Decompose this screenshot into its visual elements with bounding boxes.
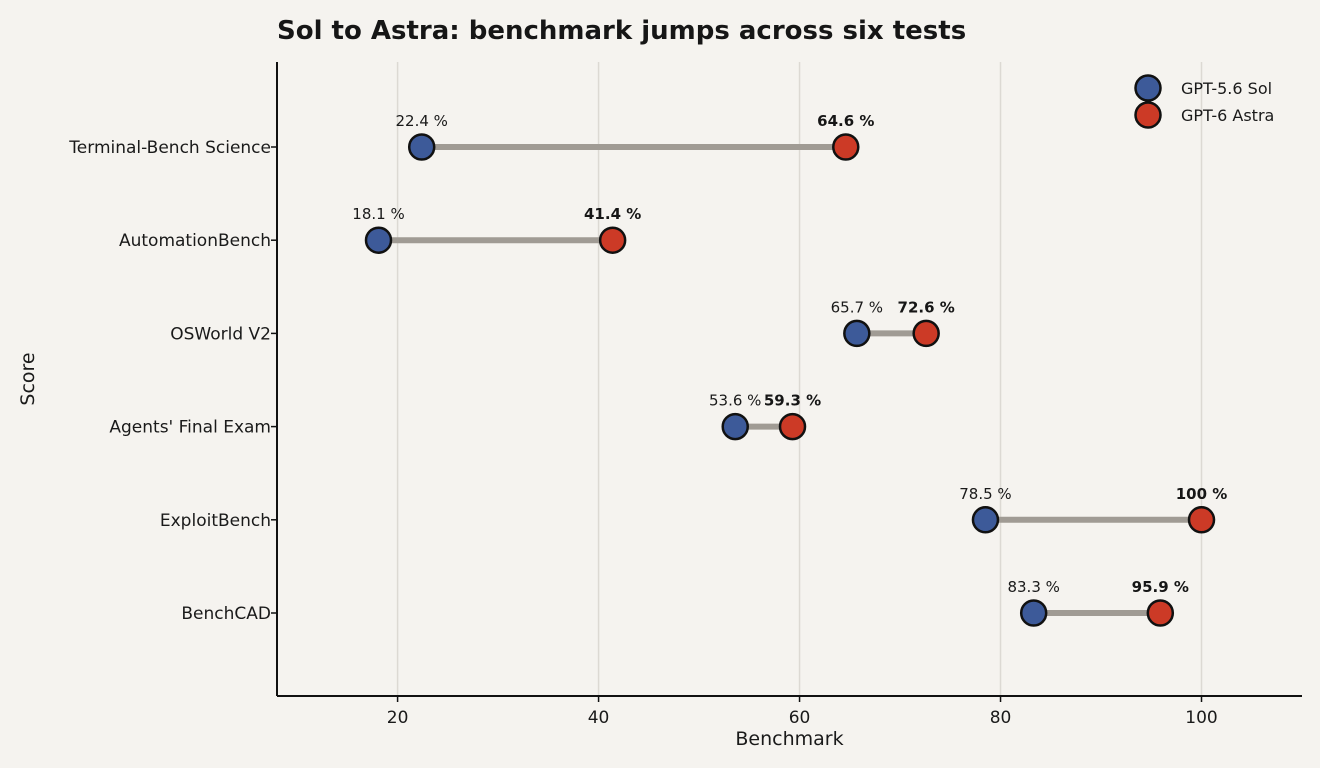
point-astra xyxy=(598,226,627,254)
legend-marker-0 xyxy=(1134,74,1162,102)
value-label-astra: 59.3 % xyxy=(764,392,821,410)
legend: GPT-5.6 Sol GPT-6 Astra xyxy=(1134,74,1274,129)
value-label-sol: 83.3 % xyxy=(1007,578,1059,596)
value-label-sol: 78.5 % xyxy=(959,485,1011,503)
category-label: OSWorld V2 xyxy=(170,324,271,344)
x-axis-title: Benchmark xyxy=(735,728,843,750)
x-tick-label-100: 100 xyxy=(1185,708,1217,728)
category-label: BenchCAD xyxy=(181,604,271,624)
grid xyxy=(396,62,1203,696)
point-sol xyxy=(364,226,393,254)
legend-label-0: GPT-5.6 Sol xyxy=(1181,79,1272,98)
point-sol xyxy=(407,133,436,161)
category-label: Agents' Final Exam xyxy=(109,418,271,438)
point-astra xyxy=(912,319,940,348)
x-tick-label-40: 40 xyxy=(588,708,610,728)
value-label-sol: 53.6 % xyxy=(709,392,761,410)
value-label-sol: 65.7 % xyxy=(831,298,883,316)
point-sol xyxy=(971,506,1000,534)
y-axis-title: Score xyxy=(17,352,39,405)
x-tick-label-60: 60 xyxy=(789,708,811,728)
x-ticks: 20 40 60 80 100 xyxy=(387,696,1218,728)
value-label-sol: 22.4 % xyxy=(395,112,447,130)
point-astra xyxy=(1146,599,1175,627)
legend-label-1: GPT-6 Astra xyxy=(1181,106,1274,125)
value-label-astra: 72.6 % xyxy=(898,298,955,316)
value-label-astra: 95.9 % xyxy=(1132,578,1189,596)
point-sol xyxy=(843,319,871,348)
point-sol xyxy=(721,412,749,441)
point-astra xyxy=(1187,506,1216,534)
point-astra xyxy=(832,133,860,161)
x-tick-label-20: 20 xyxy=(387,708,409,728)
value-label-sol: 18.1 % xyxy=(352,205,404,223)
point-astra xyxy=(778,412,807,441)
chart-title: Sol to Astra: benchmark jumps across six… xyxy=(277,16,966,46)
value-label-astra: 100 % xyxy=(1176,485,1228,503)
point-sol xyxy=(1019,599,1048,627)
legend-marker-1 xyxy=(1134,101,1162,129)
dumbbell-marks: 22.4 % 64.6 % 18.1 % 41.4 % 65.7 % 72.6 % 53.6… xyxy=(352,112,1228,627)
value-label-astra: 41.4 % xyxy=(584,205,641,223)
x-tick-label-80: 80 xyxy=(990,708,1012,728)
category-label: AutomationBench xyxy=(119,231,271,251)
category-labels: Terminal-Bench Science AutomationBench OSW… xyxy=(68,138,277,624)
category-label: ExploitBench xyxy=(160,511,271,531)
category-label: Terminal-Bench Science xyxy=(68,138,271,158)
value-label-astra: 64.6 % xyxy=(817,112,874,130)
